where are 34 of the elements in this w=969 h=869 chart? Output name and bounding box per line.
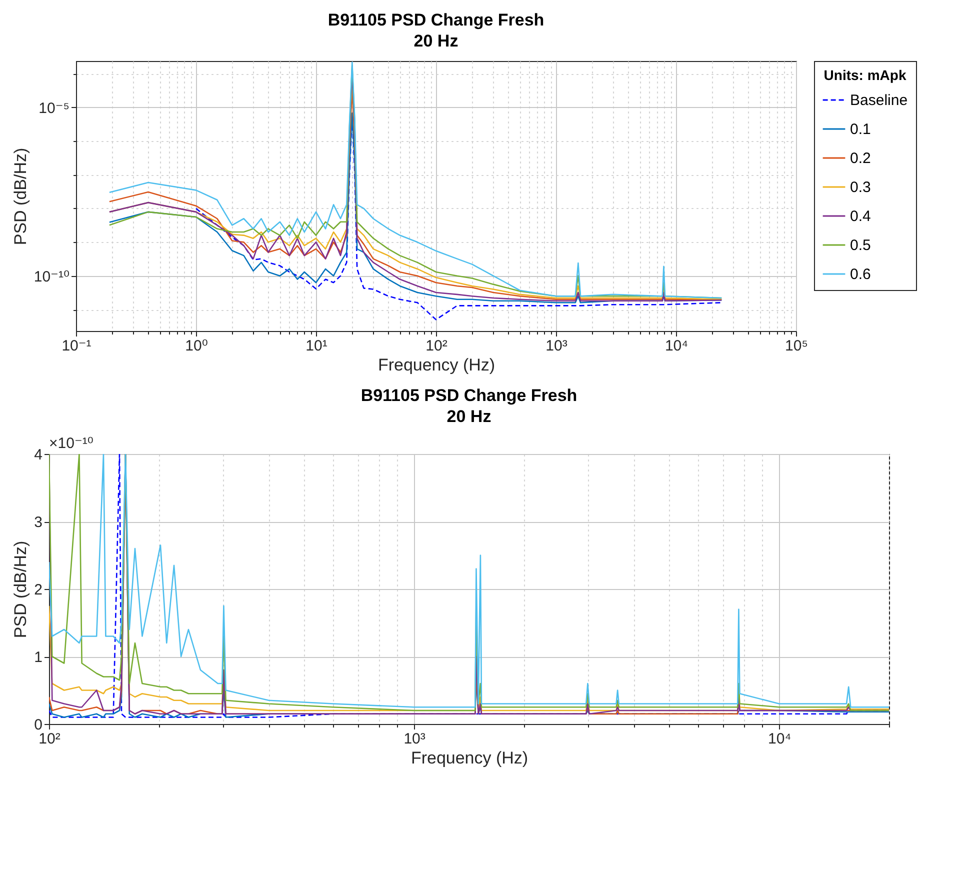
chart-title: B91105 PSD Change Fresh <box>360 386 578 405</box>
y-axis-title: PSD (dB/Hz) <box>10 148 30 246</box>
y-axis-title: PSD (dB/Hz) <box>11 540 30 638</box>
legend-title: Units: mApk <box>824 67 906 83</box>
chart-subtitle: 20 Hz <box>446 407 492 426</box>
x-tick-label: 10² <box>38 730 60 748</box>
chart-subtitle: 20 Hz <box>414 32 458 50</box>
legend-label: 0.3 <box>850 179 871 196</box>
x-tick-label: 10⁴ <box>768 730 792 748</box>
legend-label: 0.6 <box>850 266 871 283</box>
y-tick-label: 1 <box>34 649 42 666</box>
legend-label: 0.5 <box>850 237 871 254</box>
y-tick-label: 10⁻⁵ <box>38 100 70 117</box>
y-tick-label: 3 <box>34 514 42 531</box>
x-tick-label: 10³ <box>404 730 426 748</box>
y-tick-label: 10⁻¹⁰ <box>34 268 70 286</box>
x-tick-label: 10⁵ <box>785 338 808 354</box>
x-tick-label: 10² <box>426 338 448 354</box>
text: ×10⁻¹⁰ <box>49 435 94 452</box>
y-tick-label: 0 <box>34 716 42 734</box>
legend-label: Baseline <box>850 92 908 109</box>
legend-label: 0.1 <box>850 121 871 138</box>
chart-title: B91105 PSD Change Fresh <box>328 10 544 30</box>
x-tick-label: 10¹ <box>306 338 328 354</box>
y-tick-label: 2 <box>34 582 42 598</box>
legend-label: 0.2 <box>850 150 871 167</box>
y-tick-label: 4 <box>34 446 42 464</box>
x-axis-title: Frequency (Hz) <box>378 356 496 374</box>
x-tick-label: 10⁴ <box>664 338 688 354</box>
x-tick-label: 10⁻¹ <box>62 338 92 354</box>
x-axis-title: Frequency (Hz) <box>410 748 528 768</box>
x-tick-label: 10⁰ <box>185 338 208 354</box>
legend-label: 0.4 <box>850 208 871 225</box>
x-tick-label: 10³ <box>546 338 568 354</box>
